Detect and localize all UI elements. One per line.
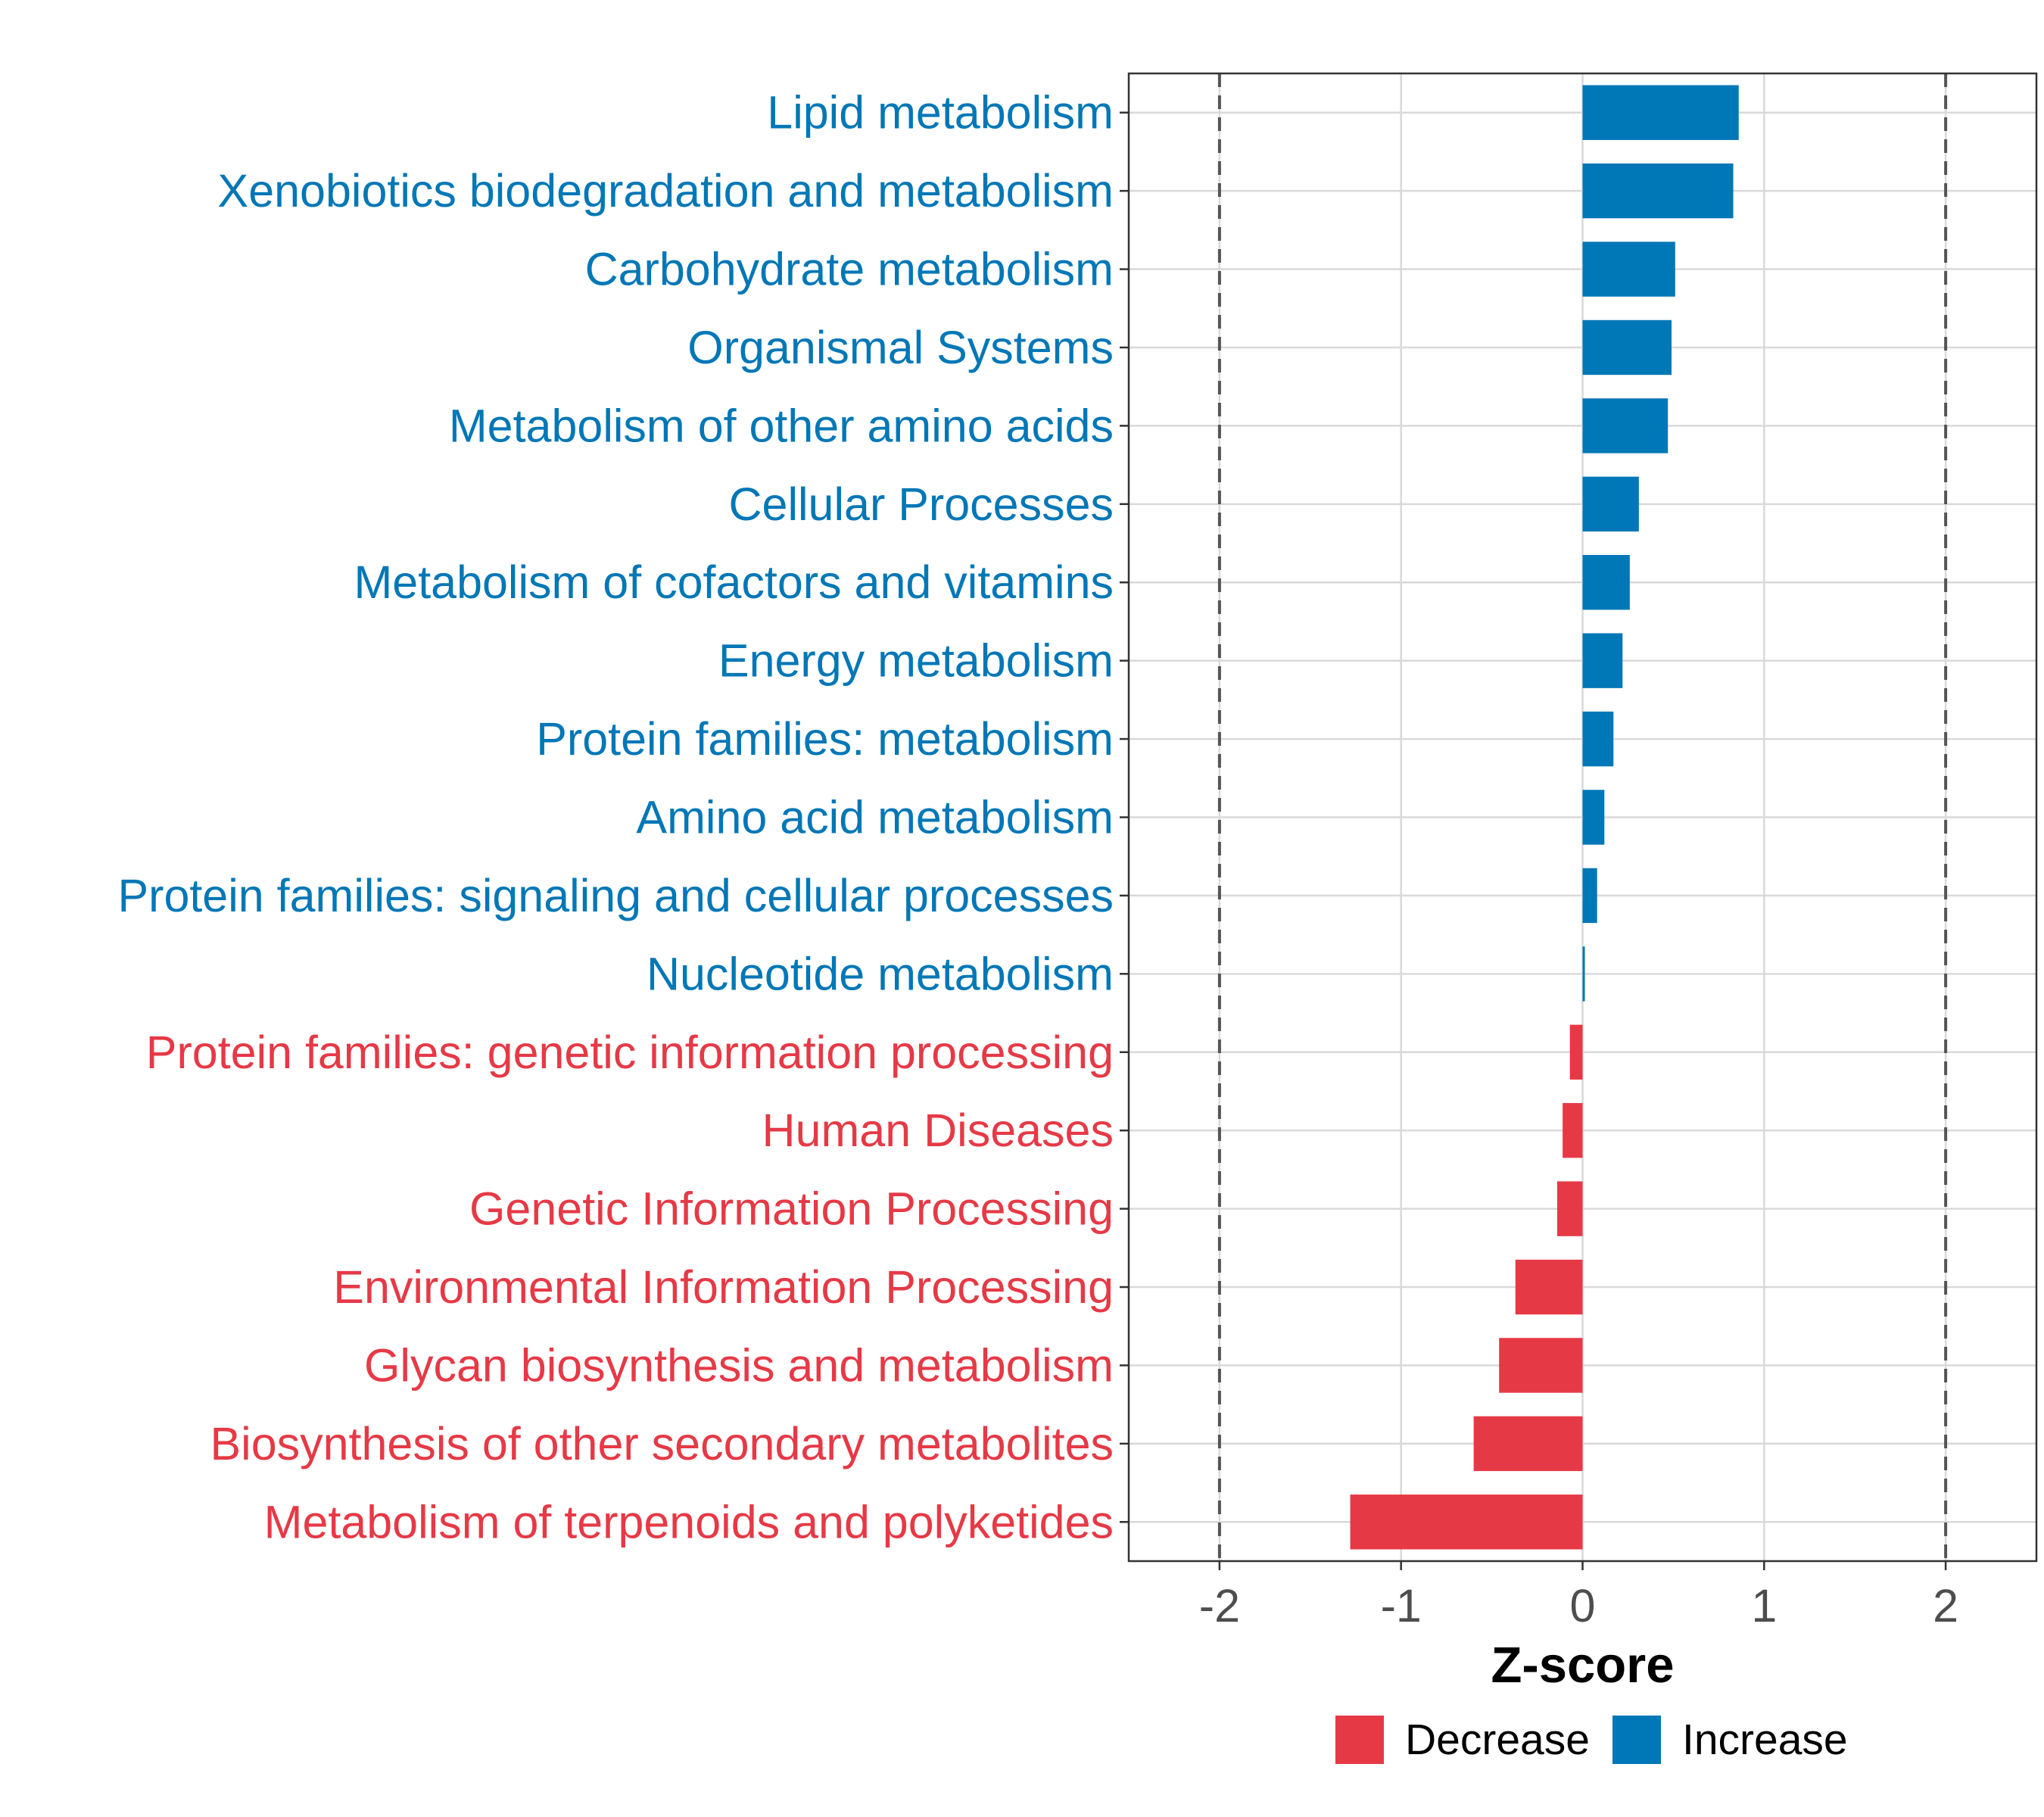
bar: [1582, 711, 1614, 767]
bar: [1569, 1024, 1583, 1080]
legend-swatch-increase: [1612, 1716, 1661, 1764]
category-label: Genetic Information Processing: [469, 1183, 1114, 1235]
category-label: Energy metabolism: [718, 635, 1114, 687]
category-label: Carbohydrate metabolism: [585, 244, 1114, 295]
bar: [1582, 398, 1669, 453]
x-tick-label: 2: [1933, 1580, 1958, 1632]
category-label: Amino acid metabolism: [636, 792, 1114, 843]
category-label: Metabolism of terpenoids and polyketides: [264, 1496, 1114, 1547]
category-label: Lipid metabolism: [767, 87, 1114, 139]
bar: [1473, 1416, 1583, 1472]
bar: [1582, 555, 1630, 610]
x-tick-label: -1: [1381, 1580, 1422, 1632]
category-label: Protein families: metabolism: [536, 713, 1114, 765]
bar: [1350, 1494, 1583, 1550]
category-label: Xenobiotics biodegradation and metabolis…: [218, 165, 1114, 217]
category-label: Environmental Information Processing: [333, 1261, 1114, 1313]
category-label: Glycan biosynthesis and metabolism: [364, 1339, 1114, 1391]
bar: [1582, 163, 1734, 219]
x-tick-label: 0: [1570, 1580, 1596, 1632]
category-label: Protein families: signaling and cellular…: [117, 870, 1114, 921]
category-label: Cellular Processes: [728, 478, 1114, 530]
legend-label-increase: Increase: [1682, 1716, 1848, 1764]
bar: [1582, 85, 1739, 140]
bar: [1499, 1338, 1583, 1393]
category-label: Organismal Systems: [687, 322, 1114, 373]
x-tick-label: 1: [1751, 1580, 1777, 1632]
bar: [1582, 790, 1605, 845]
category-label: Biosynthesis of other secondary metaboli…: [210, 1418, 1114, 1469]
bar: [1582, 868, 1597, 924]
category-label: Protein families: genetic information pr…: [146, 1027, 1114, 1078]
legend-swatch-decrease: [1335, 1716, 1384, 1764]
category-label: Human Diseases: [762, 1105, 1114, 1156]
bar: [1582, 319, 1672, 376]
legend-label-decrease: Decrease: [1405, 1716, 1590, 1764]
bar: [1563, 1102, 1583, 1158]
bar: [1556, 1181, 1583, 1236]
x-axis-title: Z-score: [1491, 1637, 1674, 1694]
bar: [1515, 1259, 1583, 1315]
bar: [1582, 476, 1639, 532]
category-label: Nucleotide metabolism: [647, 948, 1114, 999]
bar: [1582, 242, 1675, 297]
category-label: Metabolism of cofactors and vitamins: [354, 556, 1114, 608]
category-label: Metabolism of other amino acids: [449, 400, 1114, 451]
bar: [1582, 946, 1585, 1002]
bar: [1582, 633, 1623, 688]
x-tick-label: -2: [1199, 1580, 1240, 1632]
